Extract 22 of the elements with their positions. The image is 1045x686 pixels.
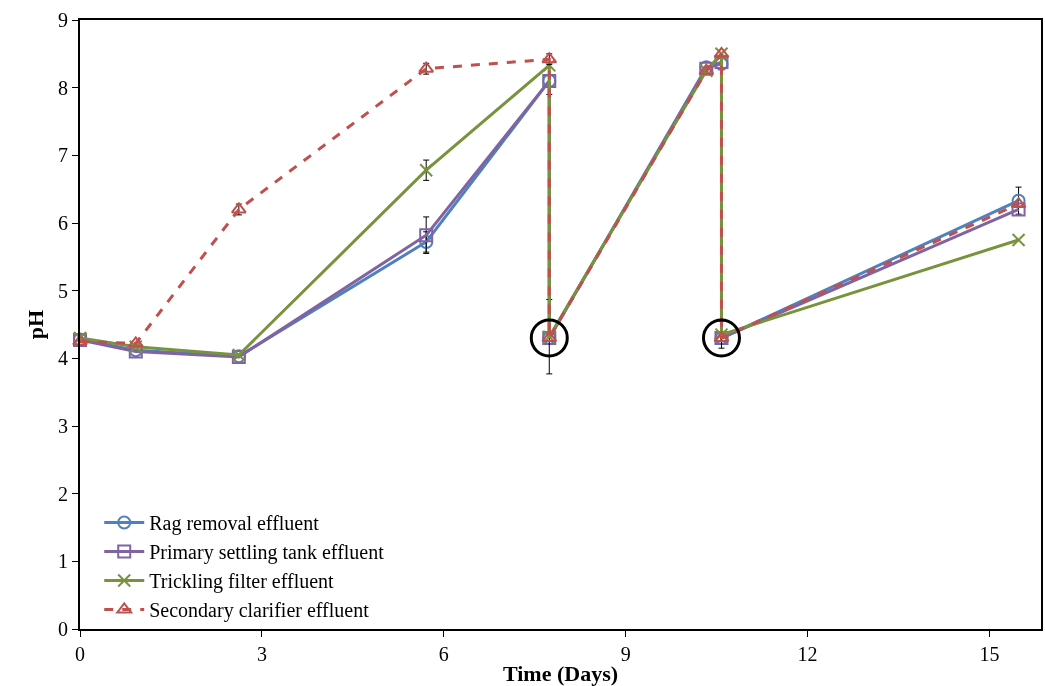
y-tick-label: 5	[58, 279, 68, 302]
y-tick-label: 2	[58, 482, 68, 505]
y-tick-label: 8	[58, 76, 68, 99]
y-tick-label: 3	[58, 415, 68, 437]
x-tick-label: 9	[620, 643, 631, 665]
y-tick-label: 7	[58, 144, 68, 167]
legend-label: Secondary clarifier effluent	[149, 599, 370, 623]
legend-label: Primary settling tank effluent	[149, 541, 385, 565]
legend-label: Rag removal effluent	[149, 512, 320, 536]
y-tick-label: 6	[58, 212, 68, 234]
y-tick-label: 4	[58, 347, 68, 370]
y-tick-label: 0	[58, 618, 68, 640]
x-tick-label: 15	[979, 643, 1000, 665]
y-axis-title: pH	[23, 309, 49, 340]
y-tick-label: 1	[58, 550, 68, 573]
x-axis-title: Time (Days)	[502, 661, 619, 686]
x-tick-label: 3	[256, 643, 267, 665]
x-tick-label: 6	[438, 643, 449, 665]
legend-label: Trickling filter effluent	[149, 570, 335, 594]
x-tick-label: 0	[75, 643, 85, 665]
x-tick-label: 12	[797, 643, 818, 665]
y-tick-label: 9	[58, 9, 68, 31]
